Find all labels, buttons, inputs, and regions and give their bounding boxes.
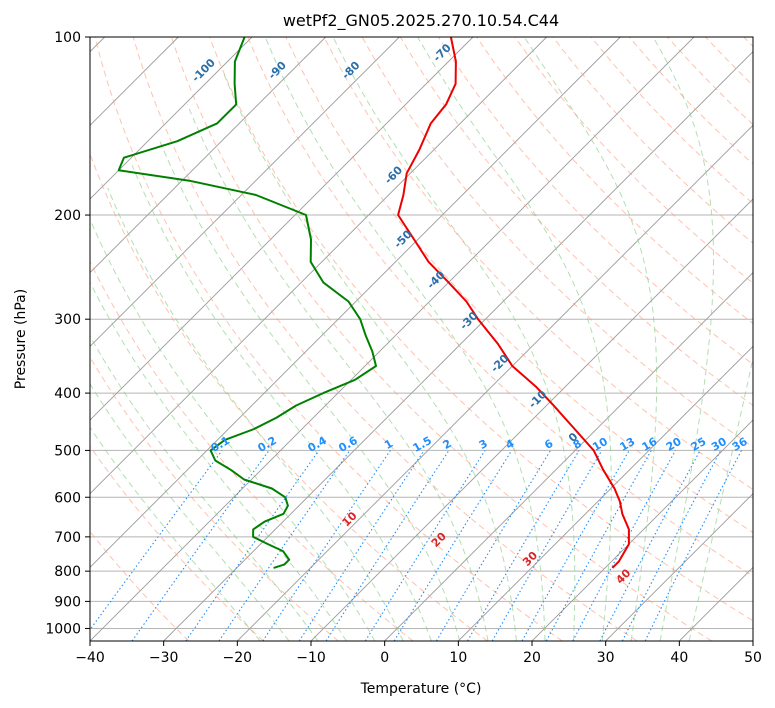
x-tick-label-30: 30 xyxy=(597,650,615,666)
plot-grid xyxy=(90,37,753,641)
moist-adiabat-8 xyxy=(159,141,461,641)
x-tick-label-0: 0 xyxy=(380,650,389,666)
y-tick-label-1000: 1000 xyxy=(45,621,81,637)
isotherm-10 xyxy=(458,345,753,641)
moist-adiabat-36 xyxy=(652,37,714,641)
plot-data xyxy=(117,37,630,569)
moist-adiabat-40 xyxy=(688,355,753,641)
isotherm--90 xyxy=(90,37,326,274)
x-tick-label--20: −20 xyxy=(223,650,253,666)
x-tick-label-40: 40 xyxy=(670,650,688,666)
mixing-ratio-line-2 xyxy=(325,450,450,641)
dry-adiabat-60 xyxy=(247,37,753,577)
isotherm-0 xyxy=(384,272,753,641)
y-tick-label-600: 600 xyxy=(54,490,81,506)
x-axis-label: Temperature (°C) xyxy=(360,681,482,697)
moist-adiabat-0 xyxy=(107,187,404,641)
isotherm-20 xyxy=(531,419,753,641)
dry-adiabat--20 xyxy=(90,445,264,641)
moist-adiabat--12 xyxy=(90,335,319,641)
mixing-ratio-line-4 xyxy=(393,450,513,641)
moist-adiabat-16 xyxy=(222,72,517,641)
mixing-ratio-line-20 xyxy=(572,450,676,641)
x-tick-label-20: 20 xyxy=(523,650,541,666)
y-tick-label-500: 500 xyxy=(54,443,81,459)
moist-adiabat-4 xyxy=(131,165,432,641)
isotherm-30 xyxy=(605,493,753,641)
y-tick-label-300: 300 xyxy=(54,312,81,328)
moist-adiabat-24 xyxy=(332,37,576,641)
x-tick-label-10: 10 xyxy=(449,650,467,666)
moist-adiabat-20 xyxy=(264,37,546,641)
mixing-ratio-line-0.4 xyxy=(185,450,320,641)
mixing-ratio-line-36 xyxy=(644,450,742,641)
x-tick-label-50: 50 xyxy=(744,650,762,666)
mixing-ratio-line-0.1 xyxy=(90,450,223,631)
y-tick-label-700: 700 xyxy=(54,530,81,546)
dry-adiabat-120 xyxy=(476,37,753,325)
moist-adiabat-28 xyxy=(417,37,612,641)
plot-frame xyxy=(89,36,754,642)
temperature-profile-line xyxy=(397,37,630,569)
mixing-ratio-line-0.6 xyxy=(218,450,351,641)
x-tick-label--40: −40 xyxy=(75,650,105,666)
y-axis-label: Pressure (hPa) xyxy=(13,289,29,389)
mixing-ratio-line-1.5 xyxy=(298,450,425,641)
y-tick-label-400: 400 xyxy=(54,386,81,402)
isotherm--30 xyxy=(163,51,753,641)
dry-adiabat--10 xyxy=(90,356,339,641)
axes: −40 −30 −20 −10 0 10 20 30 40 50 100 200 300 400 500 60… xyxy=(45,30,762,666)
mixing-ratio-line-13 xyxy=(521,450,630,641)
x-tick-label--30: −30 xyxy=(149,650,179,666)
mixing-ratio-line-1 xyxy=(262,450,391,641)
y-tick-label-100: 100 xyxy=(54,30,81,46)
dry-adiabat-70 xyxy=(285,37,753,534)
dry-adiabat-20 xyxy=(94,37,563,641)
x-tick-label--10: −10 xyxy=(296,650,326,666)
dry-adiabat-0 xyxy=(90,260,414,641)
dry-adiabat-130 xyxy=(514,37,753,284)
moist-adiabat-32 xyxy=(523,37,658,641)
isotherm--60 xyxy=(90,37,547,495)
dewpoint-profile-line xyxy=(117,37,377,569)
moist-adiabat--20 xyxy=(90,426,261,641)
isotherm--70 xyxy=(90,37,474,421)
moist-adiabat--8 xyxy=(90,281,347,641)
y-tick-label-800: 800 xyxy=(54,564,81,580)
dry-adiabat-40 xyxy=(170,37,712,641)
dry-adiabat-50 xyxy=(209,37,753,622)
mixing-ratio-line-16 xyxy=(545,450,652,641)
dry-adiabat-80 xyxy=(323,37,753,491)
isotherm--80 xyxy=(90,37,400,347)
y-tick-label-900: 900 xyxy=(54,594,81,610)
moist-adiabat--16 xyxy=(90,382,290,641)
isotherm--20 xyxy=(237,124,753,641)
isotherm--40 xyxy=(90,37,695,641)
moist-adiabat-12 xyxy=(186,104,489,641)
isotherm--50 xyxy=(90,37,621,568)
y-tick-label-200: 200 xyxy=(54,208,81,224)
mixing-ratio-line-0.2 xyxy=(131,450,270,641)
moist-adiabat--4 xyxy=(90,217,376,641)
isotherm--100 xyxy=(90,37,253,200)
mixing-ratio-line-30 xyxy=(621,450,722,641)
chart-title: wetPf2_GN05.2025.270.10.54.C44 xyxy=(283,11,559,31)
